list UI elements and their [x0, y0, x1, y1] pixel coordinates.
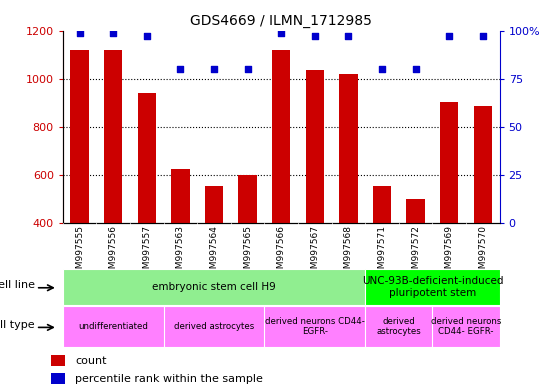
Point — [478, 33, 487, 40]
Text: derived astrocytes: derived astrocytes — [174, 322, 254, 331]
Text: GSM997570: GSM997570 — [478, 225, 487, 280]
Text: GSM997555: GSM997555 — [75, 225, 84, 280]
Bar — [306, 70, 324, 223]
Point — [143, 33, 151, 40]
Text: GSM997567: GSM997567 — [310, 225, 319, 280]
Bar — [339, 74, 358, 223]
Point — [378, 66, 387, 72]
Bar — [171, 169, 189, 223]
Bar — [373, 186, 391, 223]
Bar — [205, 186, 223, 223]
Text: undifferentiated: undifferentiated — [78, 322, 148, 331]
Bar — [70, 50, 89, 223]
Text: GSM997568: GSM997568 — [344, 225, 353, 280]
Text: GSM997556: GSM997556 — [109, 225, 118, 280]
Text: cell line: cell line — [0, 280, 34, 290]
Bar — [51, 354, 66, 366]
Bar — [104, 50, 122, 223]
Bar — [51, 373, 66, 384]
Point — [75, 30, 84, 36]
Point — [277, 30, 286, 36]
Point — [176, 66, 185, 72]
Text: GSM997563: GSM997563 — [176, 225, 185, 280]
Text: derived neurons CD44-
EGFR-: derived neurons CD44- EGFR- — [265, 317, 365, 336]
Point — [445, 33, 454, 40]
Point — [109, 30, 117, 36]
Text: GSM997566: GSM997566 — [277, 225, 286, 280]
Text: UNC-93B-deficient-induced
pluripotent stem: UNC-93B-deficient-induced pluripotent st… — [361, 276, 503, 298]
Point — [411, 66, 420, 72]
Text: GSM997557: GSM997557 — [143, 225, 151, 280]
Text: GSM997571: GSM997571 — [377, 225, 387, 280]
Text: percentile rank within the sample: percentile rank within the sample — [75, 374, 263, 384]
Point — [311, 33, 319, 40]
Text: derived
astrocytes: derived astrocytes — [376, 317, 421, 336]
Bar — [473, 106, 492, 223]
Text: embryonic stem cell H9: embryonic stem cell H9 — [152, 282, 276, 292]
Bar — [272, 50, 290, 223]
Bar — [138, 93, 156, 223]
Title: GDS4669 / ILMN_1712985: GDS4669 / ILMN_1712985 — [190, 14, 372, 28]
Point — [243, 66, 252, 72]
Point — [344, 33, 353, 40]
Text: GSM997564: GSM997564 — [210, 225, 218, 280]
Text: cell type: cell type — [0, 319, 34, 329]
Text: GSM997572: GSM997572 — [411, 225, 420, 280]
Text: derived neurons
CD44- EGFR-: derived neurons CD44- EGFR- — [431, 317, 501, 336]
Point — [210, 66, 218, 72]
Text: count: count — [75, 356, 106, 366]
Bar — [406, 199, 425, 223]
Bar — [239, 175, 257, 223]
Text: GSM997569: GSM997569 — [444, 225, 454, 280]
Bar — [440, 101, 459, 223]
Text: GSM997565: GSM997565 — [243, 225, 252, 280]
